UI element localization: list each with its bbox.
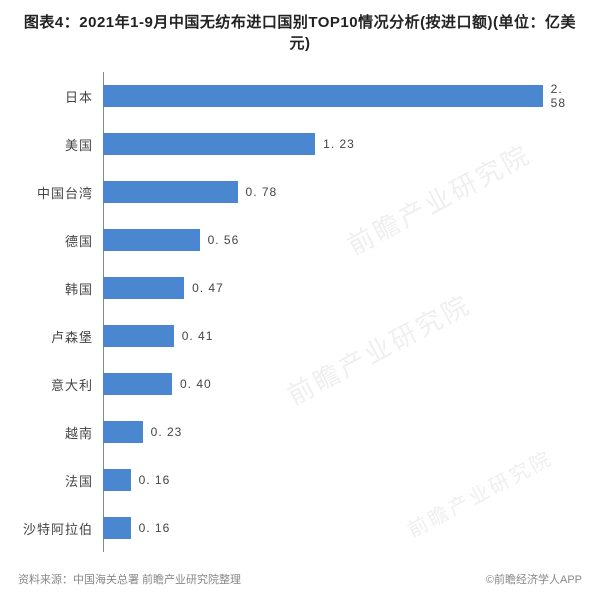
bar-area: 0. 40 (103, 360, 582, 408)
bar-label: 韩国 (18, 279, 103, 298)
bar-area: 2. 58 (103, 72, 582, 120)
bar-area: 0. 47 (103, 264, 582, 312)
bar-row: 日本 2. 58 (18, 72, 582, 120)
bar (103, 373, 172, 395)
bar-label: 德国 (18, 231, 103, 250)
bar-label: 沙特阿拉伯 (18, 519, 103, 538)
bar-value: 0. 41 (182, 329, 214, 343)
chart-container: 图表4：2021年1-9月中国无纺布进口国别TOP10情况分析(按进口额)(单位… (0, 0, 600, 597)
bar (103, 421, 143, 443)
bar-area: 0. 16 (103, 504, 582, 552)
source-text: 资料来源：中国海关总署 前瞻产业研究院整理 (18, 571, 241, 587)
bar (103, 85, 543, 107)
chart-plot: 日本 2. 58 美国 1. 23 中国台湾 0. 78 德国 0. 56 韩国 0. 47 卢森堡… (18, 72, 582, 552)
bar-area: 0. 41 (103, 312, 582, 360)
bar-value: 1. 23 (323, 137, 355, 151)
chart-title: 图表4：2021年1-9月中国无纺布进口国别TOP10情况分析(按进口额)(单位… (18, 12, 582, 54)
bar-value: 0. 16 (139, 473, 171, 487)
bar (103, 517, 131, 539)
bar-value: 0. 56 (208, 233, 240, 247)
bar-label: 美国 (18, 135, 103, 154)
bar-row: 意大利 0. 40 (18, 360, 582, 408)
bar-value: 0. 47 (192, 281, 224, 295)
bar (103, 277, 184, 299)
bar-row: 美国 1. 23 (18, 120, 582, 168)
bar-value: 0. 78 (246, 185, 278, 199)
bar-row: 沙特阿拉伯 0. 16 (18, 504, 582, 552)
bar-label: 法国 (18, 471, 103, 490)
bar-row: 中国台湾 0. 78 (18, 168, 582, 216)
bar (103, 229, 200, 251)
bar-area: 0. 16 (103, 456, 582, 504)
bar-row: 卢森堡 0. 41 (18, 312, 582, 360)
bar (103, 325, 174, 347)
bar-area: 0. 23 (103, 408, 582, 456)
bar-value: 0. 16 (139, 521, 171, 535)
bar-value: 0. 23 (151, 425, 183, 439)
bar (103, 469, 131, 491)
bar-area: 0. 78 (103, 168, 582, 216)
bar-label: 卢森堡 (18, 327, 103, 346)
bar-label: 中国台湾 (18, 183, 103, 202)
bar-label: 日本 (18, 87, 103, 106)
bar-row: 法国 0. 16 (18, 456, 582, 504)
bar-row: 韩国 0. 47 (18, 264, 582, 312)
bar-label: 意大利 (18, 375, 103, 394)
chart-footer: 资料来源：中国海关总署 前瞻产业研究院整理 ©前瞻经济学人APP (18, 571, 582, 587)
bar (103, 133, 315, 155)
bar-area: 0. 56 (103, 216, 582, 264)
bar-area: 1. 23 (103, 120, 582, 168)
bar (103, 181, 238, 203)
bar-value: 0. 40 (180, 377, 212, 391)
brand-text: ©前瞻经济学人APP (486, 571, 582, 587)
bar-row: 越南 0. 23 (18, 408, 582, 456)
bar-label: 越南 (18, 423, 103, 442)
bar-value: 2. 58 (551, 82, 582, 110)
bar-row: 德国 0. 56 (18, 216, 582, 264)
